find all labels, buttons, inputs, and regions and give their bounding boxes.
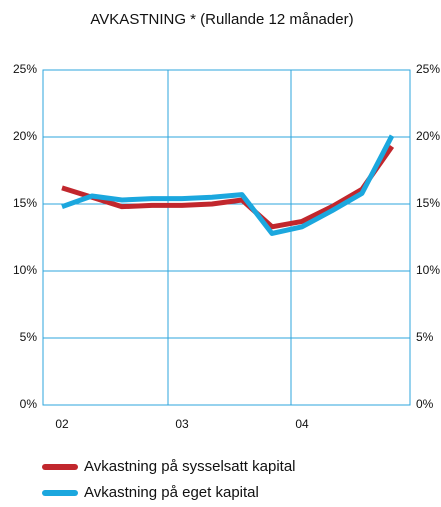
legend-text: Avkastning på eget kapital bbox=[84, 484, 259, 501]
series-line bbox=[61, 134, 395, 236]
chart-title: AVKASTNING * (Rullande 12 månader) bbox=[90, 11, 353, 28]
y-tick-label: 20% bbox=[13, 129, 37, 143]
x-tick-label: 04 bbox=[295, 417, 309, 431]
plot-frame bbox=[42, 69, 411, 406]
y2-tick-label: 5% bbox=[416, 330, 434, 344]
x-tick-label: 03 bbox=[175, 417, 189, 431]
y-tick-label: 15% bbox=[13, 196, 37, 210]
y-tick-label: 10% bbox=[13, 263, 37, 277]
y2-tick-label: 25% bbox=[416, 62, 440, 76]
y2-tick-label: 0% bbox=[416, 397, 434, 411]
y2-tick-label: 15% bbox=[416, 196, 440, 210]
y-tick-label: 25% bbox=[13, 62, 37, 76]
series-line bbox=[61, 144, 395, 230]
y2-tick-label: 10% bbox=[416, 263, 440, 277]
x-tick-label: 02 bbox=[55, 417, 69, 431]
y-tick-label: 0% bbox=[20, 397, 38, 411]
legend-text: Avkastning på sysselsatt kapital bbox=[84, 458, 296, 475]
y-tick-label: 5% bbox=[20, 330, 38, 344]
y2-tick-label: 20% bbox=[416, 129, 440, 143]
